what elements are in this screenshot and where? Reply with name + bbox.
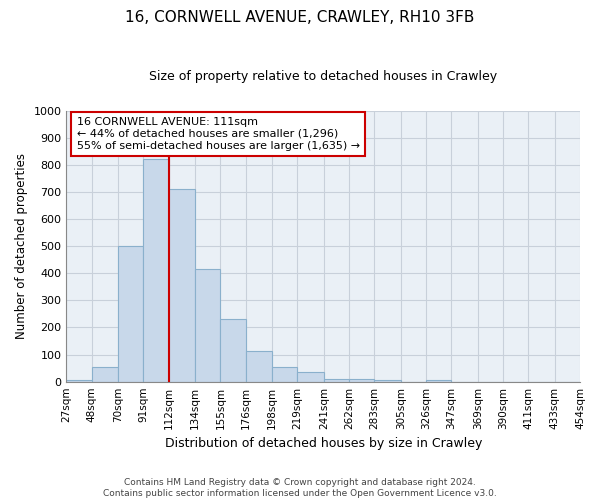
Bar — [67, 380, 92, 382]
Text: 16 CORNWELL AVENUE: 111sqm
← 44% of detached houses are smaller (1,296)
55% of s: 16 CORNWELL AVENUE: 111sqm ← 44% of deta… — [77, 118, 360, 150]
Bar — [92, 367, 118, 382]
Bar — [426, 380, 451, 382]
Bar — [195, 269, 220, 382]
Bar — [374, 380, 401, 382]
Bar — [220, 320, 245, 382]
Bar — [272, 367, 298, 382]
Bar — [245, 350, 272, 382]
Bar — [324, 379, 349, 382]
Title: Size of property relative to detached houses in Crawley: Size of property relative to detached ho… — [149, 70, 497, 83]
Bar — [143, 160, 169, 382]
X-axis label: Distribution of detached houses by size in Crawley: Distribution of detached houses by size … — [164, 437, 482, 450]
Y-axis label: Number of detached properties: Number of detached properties — [15, 153, 28, 339]
Bar — [298, 372, 324, 382]
Bar — [169, 189, 195, 382]
Bar — [349, 379, 374, 382]
Text: Contains HM Land Registry data © Crown copyright and database right 2024.
Contai: Contains HM Land Registry data © Crown c… — [103, 478, 497, 498]
Text: 16, CORNWELL AVENUE, CRAWLEY, RH10 3FB: 16, CORNWELL AVENUE, CRAWLEY, RH10 3FB — [125, 10, 475, 25]
Bar — [118, 246, 143, 382]
